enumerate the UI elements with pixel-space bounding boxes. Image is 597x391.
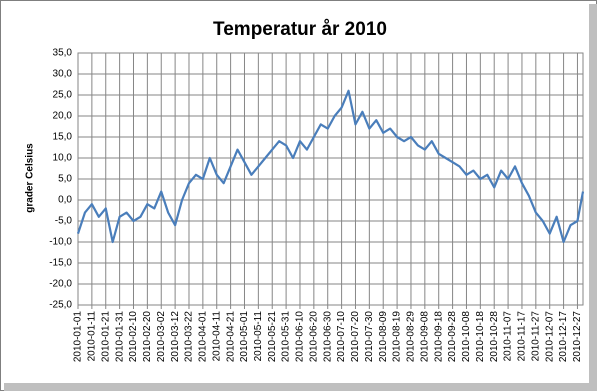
- y-tick-label: -5,0: [55, 216, 73, 227]
- x-tick-label: 2010-10-08: [461, 311, 472, 363]
- x-tick-label: 2010-05-11: [253, 311, 264, 362]
- y-axis-label: grader Celsius: [25, 143, 36, 213]
- x-tick-label: 2010-06-10: [295, 311, 306, 363]
- x-tick-label: 2010-09-18: [433, 311, 444, 363]
- plot: [76, 89, 585, 244]
- x-tick-label: 2010-04-01: [198, 311, 209, 363]
- x-tick-label: 2010-01-31: [114, 311, 125, 363]
- x-tick-label: 2010-10-18: [475, 311, 486, 363]
- x-tick-label: 2010-05-21: [267, 311, 278, 363]
- x-tick-label: 2010-09-08: [419, 311, 430, 363]
- grid: -25,0 -20,0 -15,0 -10,0 -5,0 0,0 5,0 10,0 15,0 20…: [49, 48, 584, 363]
- x-tick-label: 2010-11-07: [503, 311, 514, 362]
- x-tick-label: 2010-05-01: [239, 311, 250, 363]
- x-tick-label: 2010-09-28: [447, 311, 458, 363]
- y-tick-label: 0,0: [58, 195, 72, 206]
- x-tick-label: 2010-06-20: [308, 311, 319, 363]
- x-tick-label: 2010-01-21: [100, 311, 111, 363]
- x-tick-label: 2010-12-07: [544, 311, 555, 363]
- x-tick-label: 2010-01-01: [73, 311, 84, 363]
- x-tick-label: 2010-02-10: [128, 311, 139, 363]
- x-tick-label: 2010-04-11: [211, 311, 222, 362]
- x-tick-label: 2010-02-20: [142, 311, 153, 363]
- x-tick-label: 2010-01-11: [87, 311, 98, 362]
- plot-area: [77, 52, 584, 306]
- x-tick-label: 2010-08-29: [406, 311, 417, 363]
- x-tick-label: 2010-07-10: [336, 311, 347, 363]
- y-tick-label: 10,0: [53, 153, 73, 164]
- y-tick-label: -15,0: [49, 258, 72, 269]
- x-tick-label: 2010-03-02: [156, 311, 167, 363]
- x-tick-label: 2010-08-09: [378, 311, 389, 363]
- x-tick-label: 2010-11-17: [517, 311, 528, 362]
- y-tick-label: -20,0: [49, 279, 72, 290]
- x-tick-label: 2010-08-19: [392, 311, 403, 363]
- y-tick-label: 35,0: [53, 48, 73, 59]
- x-tick-label: 2010-07-30: [364, 311, 375, 363]
- y-tick-label: 20,0: [53, 111, 73, 122]
- y-tick-label: 15,0: [53, 132, 73, 143]
- y-tick-label: 30,0: [53, 69, 73, 80]
- x-tick-label: 2010-12-17: [558, 311, 569, 363]
- chart-shadow: [4, 383, 597, 391]
- chart-shadow: [589, 4, 597, 391]
- x-tick-label: 2010-03-22: [184, 311, 195, 363]
- x-tick-label: 2010-12-27: [572, 311, 583, 363]
- data-line: [76, 89, 585, 244]
- x-tick-label: 2010-04-21: [225, 311, 236, 363]
- x-tick-label: 2010-07-20: [350, 311, 361, 363]
- x-tick-label: 2010-10-28: [489, 311, 500, 363]
- y-tick-label: 5,0: [58, 174, 72, 185]
- y-tick-label: -25,0: [49, 300, 72, 311]
- x-tick-label: 2010-05-31: [281, 311, 292, 363]
- chart-title: Temperatur år 2010: [213, 19, 387, 40]
- x-tick-label: 2010-11-27: [530, 311, 541, 362]
- y-tick-label: -10,0: [49, 237, 72, 248]
- x-tick-label: 2010-06-30: [322, 311, 333, 363]
- y-tick-label: 25,0: [53, 90, 73, 101]
- x-tick-label: 2010-03-12: [170, 311, 181, 363]
